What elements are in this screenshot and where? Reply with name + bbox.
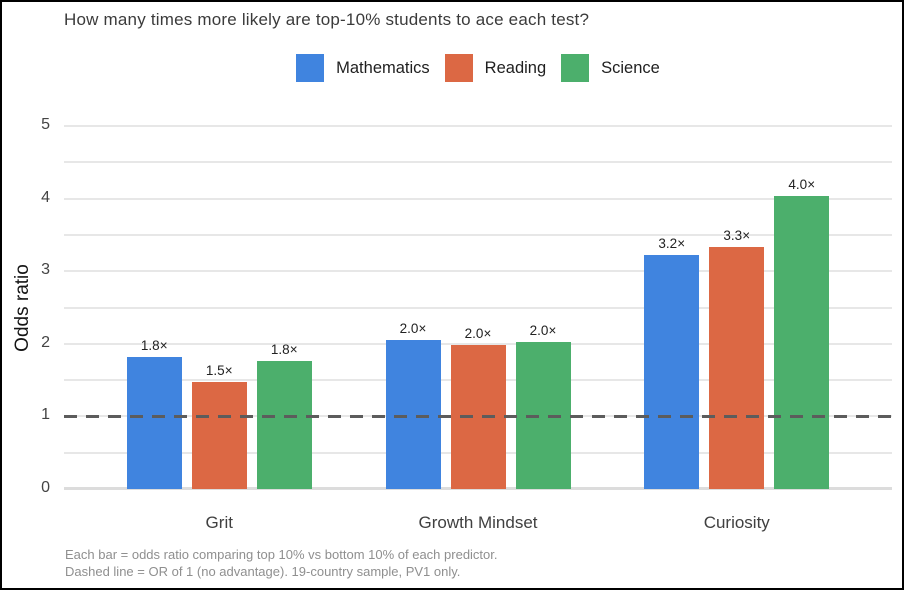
bar-reading-curiosity <box>709 247 765 489</box>
x-tick-label-grit: Grit <box>205 513 233 532</box>
legend-item-science: Science <box>561 54 660 82</box>
plot-area: 1.8× 1.5× 1.8× 2.0× 2.0× 2.0× 3.2× 3.3× 4.0× <box>64 125 892 490</box>
bar-reading-grit <box>191 381 247 489</box>
bar-mathematics-grit <box>126 356 182 489</box>
legend-item-reading: Reading <box>444 54 547 82</box>
footnote-line-2: Dashed line = OR of 1 (no advantage). 19… <box>65 564 461 579</box>
gridline <box>64 233 892 236</box>
reference-line-or-1 <box>64 414 892 418</box>
x-tick-label-curiosity: Curiosity <box>703 513 770 532</box>
gridline <box>64 197 892 200</box>
bar-mathematics-curiosity <box>644 255 700 489</box>
bar-science-curiosity <box>774 196 830 489</box>
gridline <box>64 125 892 127</box>
footnote: Each bar = odds ratio comparing top 10% … <box>65 546 498 580</box>
y-tick-label: 3 <box>41 261 50 279</box>
legend: Mathematics Reading Science <box>64 52 892 84</box>
bar-value-label: 1.5× <box>205 362 233 378</box>
y-tick-label: 1 <box>41 406 50 424</box>
bar-value-label: 2.0× <box>464 326 492 342</box>
gridline <box>64 342 892 345</box>
bar-value-label: 4.0× <box>788 177 816 193</box>
x-tick-label-growth-mindset: Growth Mindset <box>418 513 538 532</box>
bar-science-grit <box>256 361 312 489</box>
legend-swatch-icon <box>444 54 473 82</box>
gridline <box>64 306 892 309</box>
chart-title: How many times more likely are top-10% s… <box>64 10 590 29</box>
bar-value-label: 3.2× <box>658 236 686 252</box>
footnote-line-1: Each bar = odds ratio comparing top 10% … <box>65 547 498 562</box>
legend-label: Science <box>601 58 660 77</box>
gridline <box>64 161 892 164</box>
bar-value-label: 1.8× <box>270 342 298 358</box>
bar-value-label: 2.0× <box>529 323 557 339</box>
y-tick-label: 5 <box>41 116 50 133</box>
y-tick-label: 4 <box>41 188 50 206</box>
bar-mathematics-growth-mindset <box>385 340 441 489</box>
y-tick-label: 2 <box>41 333 50 351</box>
legend-swatch-icon <box>296 54 325 82</box>
legend-label: Mathematics <box>336 58 430 77</box>
bar-value-label: 3.3× <box>723 228 751 244</box>
gridline <box>64 270 892 273</box>
bar-value-label: 2.0× <box>399 321 427 337</box>
bar-value-label: 1.8× <box>140 337 168 353</box>
legend-swatch-icon <box>561 54 590 82</box>
y-tick-label: 0 <box>41 479 50 496</box>
legend-item-mathematics: Mathematics <box>296 54 430 82</box>
legend-label: Reading <box>484 58 547 77</box>
